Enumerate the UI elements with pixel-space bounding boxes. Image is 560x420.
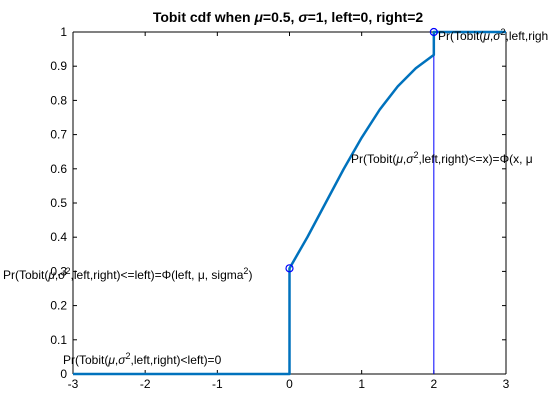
cdf-line (73, 30, 506, 376)
point-marker (285, 264, 294, 273)
y-tick-label: 0.3 (50, 264, 67, 278)
title-sigma-symbol: σ (298, 9, 308, 25)
x-tick-label: -2 (140, 377, 151, 391)
title-mid: =0.5, (263, 9, 298, 25)
title-prefix: Tobit cdf when (153, 9, 255, 25)
x-tick-label: 3 (503, 377, 510, 391)
x-tick-label: -1 (212, 377, 223, 391)
y-tick-label: 0.9 (50, 59, 67, 73)
x-tick-label: 1 (358, 377, 365, 391)
annotation-interior: Pr(Tobit(μ,σ2,left,right)<=x)=Φ(x, μ (351, 150, 533, 166)
annotations: Pr(Tobit(μ,σ2,left,right)<left)=0 Pr(Tobi… (3, 27, 548, 367)
y-tick-label: 0.4 (50, 230, 67, 244)
y-tick-label: 1 (60, 25, 67, 39)
x-tick-label: 2 (430, 377, 437, 391)
annotation-at-left: Pr(Tobit(μ,σ2,left,right)<=left)=Φ(left,… (3, 266, 252, 282)
y-tick-label: 0.5 (50, 196, 67, 210)
title-mu-symbol: μ (253, 9, 263, 25)
x-tick-label: 0 (286, 377, 293, 391)
annotation-below-left: Pr(Tobit(μ,σ2,left,right)<left)=0 (63, 351, 222, 367)
y-tick-label: 0.2 (50, 299, 67, 313)
point-marker (429, 27, 438, 37)
y-tick-label: 0.7 (50, 128, 67, 142)
x-tick-label: -3 (68, 377, 79, 391)
title-suffix: =1, left=0, right=2 (308, 9, 424, 25)
chart-title: Tobit cdf when μ=0.5, σ=1, left=0, right… (153, 9, 424, 25)
y-tick-label: 0 (60, 367, 67, 381)
tick-labels: -3 -2 -1 0 1 2 3 0 0.1 0.2 0.3 0.4 0.5 0.6 0.7 0.8 0.9 1 (50, 25, 509, 391)
y-tick-label: 0.1 (50, 333, 67, 347)
annotation-at-right: Pr(Tobit(μ,σ2,left,righ (438, 27, 548, 43)
y-tick-label: 0.6 (50, 162, 67, 176)
plot-area (73, 27, 506, 376)
y-tick-label: 0.8 (50, 93, 67, 107)
